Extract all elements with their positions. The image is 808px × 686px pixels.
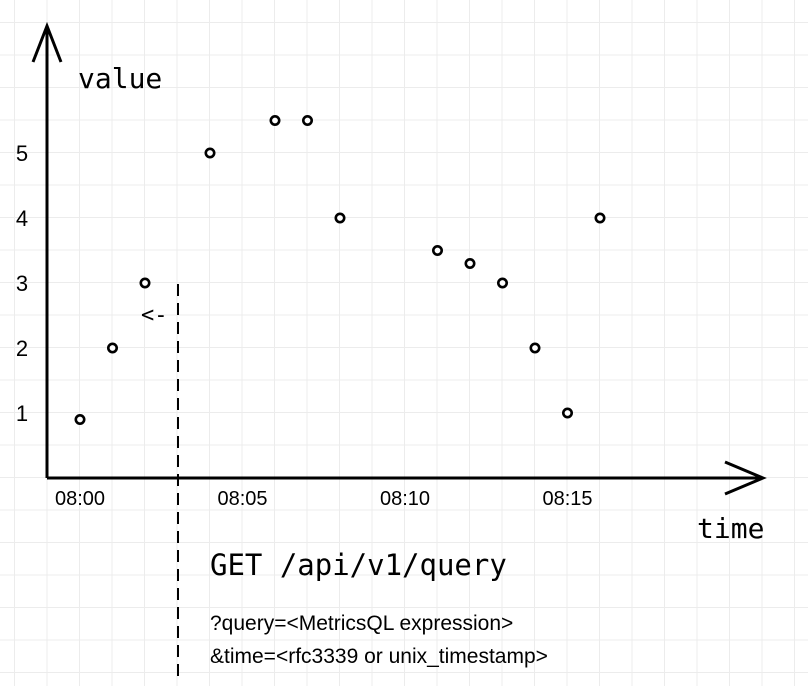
y-tick-label: 2	[16, 336, 28, 361]
data-points	[74, 115, 606, 425]
x-axis-arrowhead	[724, 460, 767, 496]
y-tick-labels: 1 2 3 4 5	[16, 141, 28, 426]
request-param-query: ?query=<MetricsQL expression>	[210, 612, 513, 635]
data-point	[74, 413, 86, 425]
request-title: GET /api/v1/query	[210, 548, 507, 582]
data-point	[594, 212, 606, 224]
query-lookback-arrow: <-	[141, 303, 168, 328]
y-tick-label: 3	[16, 271, 28, 296]
data-point	[529, 342, 541, 354]
y-tick-label: 5	[16, 141, 28, 166]
x-tick-label: 08:00	[55, 488, 105, 510]
data-point	[269, 115, 281, 127]
x-tick-label: 08:05	[217, 488, 267, 510]
y-axis-arrowhead	[31, 21, 63, 63]
data-point	[301, 115, 313, 127]
data-point	[561, 407, 573, 419]
x-tick-label: 08:10	[380, 488, 430, 510]
y-tick-label: 4	[16, 206, 28, 231]
data-point	[464, 257, 476, 269]
data-point	[204, 147, 216, 159]
data-point	[139, 277, 151, 289]
x-tick-label: 08:15	[542, 488, 592, 510]
data-point	[107, 342, 119, 354]
data-point	[334, 212, 346, 224]
y-tick-label: 1	[16, 401, 28, 426]
request-param-time: &time=<rfc3339 or unix_timestamp>	[210, 645, 548, 668]
x-tick-labels: 08:00 08:05 08:10 08:15	[55, 488, 593, 510]
y-axis-label: value	[78, 62, 162, 95]
x-axis-label: time	[697, 512, 764, 545]
data-point	[496, 277, 508, 289]
data-point	[431, 245, 443, 257]
